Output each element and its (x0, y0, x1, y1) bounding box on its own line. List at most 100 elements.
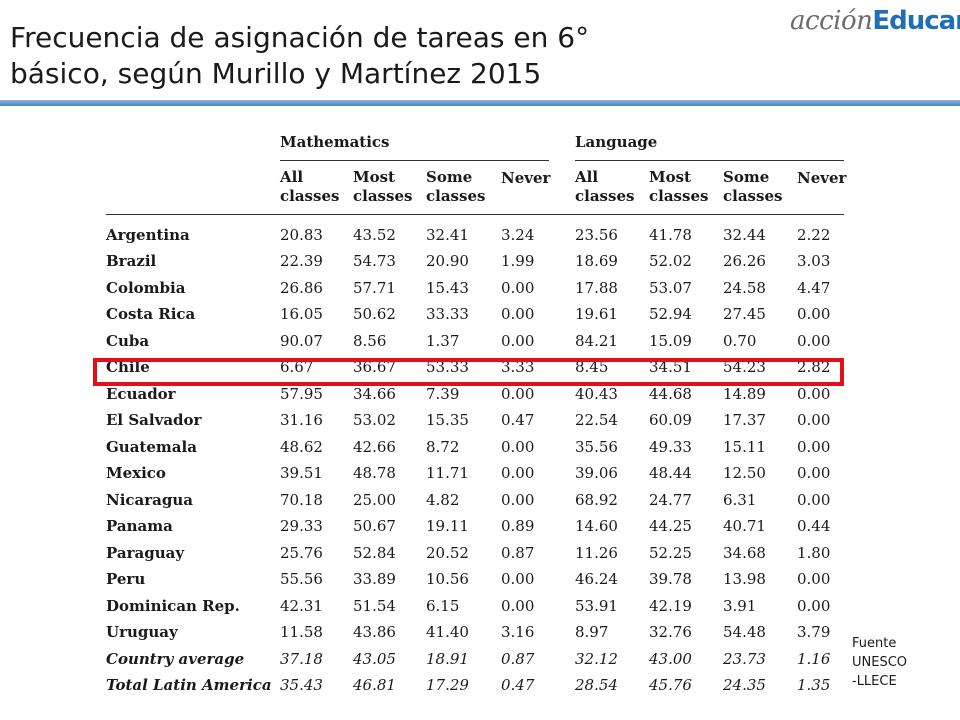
value-cell: 32.41 (426, 226, 469, 245)
col-gap (549, 160, 575, 215)
value-cell: 42.19 (649, 596, 692, 615)
table-row: Paraguay 25.76 52.84 20.52 0.87 11.26 52.25 34.… (106, 540, 844, 567)
value-cell: 35.56 (575, 437, 618, 456)
value-cell: 0.00 (797, 384, 831, 403)
value-cell: 57.71 (353, 278, 396, 297)
value-cell: 3.33 (501, 358, 535, 377)
value-cell: 0.00 (797, 305, 831, 324)
value-cell: 53.07 (649, 278, 692, 297)
value-cell: 3.24 (501, 226, 535, 245)
value-cell: 0.00 (797, 596, 831, 615)
value-cell: 33.33 (426, 305, 469, 324)
value-cell: 40.71 (723, 517, 766, 536)
value-cell: 49.33 (649, 437, 692, 456)
country-cell: Total Latin America (106, 676, 272, 695)
table-corner-cell-2 (106, 160, 280, 215)
table-row: Ecuador 57.95 34.66 7.39 0.00 40.43 44.68 14.89… (106, 381, 844, 408)
value-cell: 22.54 (575, 411, 618, 430)
country-cell: Paraguay (106, 543, 185, 562)
value-cell: 55.56 (280, 570, 323, 589)
value-cell: 12.50 (723, 464, 766, 483)
country-cell: Guatemala (106, 437, 197, 456)
gap-cell (549, 619, 575, 646)
value-cell: 17.29 (426, 676, 469, 695)
value-cell: 23.73 (723, 649, 766, 668)
value-cell: 52.84 (353, 543, 396, 562)
value-cell: 11.58 (280, 623, 323, 642)
value-cell: 11.26 (575, 543, 618, 562)
col-header-lang-some: Some classes (723, 160, 797, 215)
value-cell: 2.22 (797, 226, 831, 245)
value-cell: 36.67 (353, 358, 396, 377)
value-cell: 15.09 (649, 331, 692, 350)
country-cell: Nicaragua (106, 490, 193, 509)
value-cell: 70.18 (280, 490, 323, 509)
value-cell: 0.00 (501, 278, 535, 297)
value-cell: 20.52 (426, 543, 469, 562)
value-cell: 34.68 (723, 543, 766, 562)
logo-text-educar: Educar (872, 6, 960, 36)
country-cell: Dominican Rep. (106, 596, 240, 615)
value-cell: 24.35 (723, 676, 766, 695)
gap-cell (549, 328, 575, 355)
value-cell: 15.11 (723, 437, 766, 456)
value-cell: 13.98 (723, 570, 766, 589)
col-header-math-some: Some classes (426, 160, 501, 215)
value-cell: 34.51 (649, 358, 692, 377)
value-cell: 0.89 (501, 517, 535, 536)
value-cell: 0.00 (501, 596, 535, 615)
group-header-mathematics-label: Mathematics (280, 132, 390, 151)
logo-text-accion: acción (790, 6, 873, 36)
value-cell: 8.72 (426, 437, 460, 456)
value-cell: 15.35 (426, 411, 469, 430)
value-cell: 1.99 (501, 252, 535, 271)
table-row: Panama 29.33 50.67 19.11 0.89 14.60 44.25 40.71… (106, 513, 844, 540)
value-cell: 22.39 (280, 252, 323, 271)
country-cell: Panama (106, 517, 173, 536)
value-cell: 42.31 (280, 596, 323, 615)
value-cell: 1.16 (797, 649, 831, 668)
accion-educar-logo: acciónEducar (790, 6, 960, 44)
table-row: Cuba 90.07 8.56 1.37 0.00 84.21 15.09 0.70 0.00 (106, 328, 844, 355)
value-cell: 1.80 (797, 543, 831, 562)
value-cell: 0.00 (797, 570, 831, 589)
value-cell: 0.00 (501, 331, 535, 350)
value-cell: 53.91 (575, 596, 618, 615)
value-cell: 39.78 (649, 570, 692, 589)
table-corner-cell (106, 124, 280, 160)
value-cell: 32.44 (723, 226, 766, 245)
value-cell: 0.00 (501, 570, 535, 589)
value-cell: 28.54 (575, 676, 618, 695)
gap-cell (549, 354, 575, 381)
value-cell: 24.58 (723, 278, 766, 297)
value-cell: 48.44 (649, 464, 692, 483)
value-cell: 19.61 (575, 305, 618, 324)
value-cell: 6.15 (426, 596, 460, 615)
slide-title-line-1: Frecuencia de asignación de tareas en 6° (10, 21, 590, 54)
gap-cell (549, 460, 575, 487)
value-cell: 34.66 (353, 384, 396, 403)
value-cell: 35.43 (280, 676, 323, 695)
table-row: Brazil 22.39 54.73 20.90 1.99 18.69 52.02 26.26… (106, 248, 844, 275)
country-cell: Ecuador (106, 384, 176, 403)
title-underline-rule (0, 100, 960, 106)
value-cell: 48.78 (353, 464, 396, 483)
value-cell: 7.39 (426, 384, 460, 403)
table-row: Uruguay 11.58 43.86 41.40 3.16 8.97 32.76 54.48… (106, 619, 844, 646)
group-header-language: Language (575, 124, 845, 161)
value-cell: 41.40 (426, 623, 469, 642)
table-body: Argentina 20.83 43.52 32.41 3.24 23.56 41.78 32… (106, 214, 844, 699)
source-note-line-2: UNESCO (852, 655, 908, 670)
value-cell: 41.78 (649, 226, 692, 245)
value-cell: 6.31 (723, 490, 757, 509)
value-cell: 10.56 (426, 570, 469, 589)
gap-cell (549, 540, 575, 567)
value-cell: 53.02 (353, 411, 396, 430)
value-cell: 39.51 (280, 464, 323, 483)
value-cell: 0.00 (501, 305, 535, 324)
value-cell: 0.00 (797, 490, 831, 509)
value-cell: 46.81 (353, 676, 396, 695)
country-cell: Colombia (106, 278, 186, 297)
value-cell: 90.07 (280, 331, 323, 350)
table-row: Chile 6.67 36.67 53.33 3.33 8.45 34.51 54.23 2.8… (106, 354, 844, 381)
